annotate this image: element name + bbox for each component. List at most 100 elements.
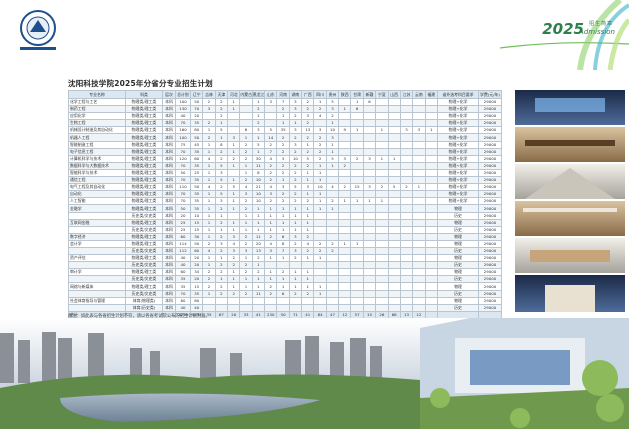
table-cell: 6 [276,232,290,241]
table-cell: 1 [362,197,377,206]
table-cell: 3 [301,183,315,192]
table-cell: 70 [189,105,204,114]
table-cell: 物理类/理工类 [125,133,163,142]
table-cell: 1 [251,147,266,156]
table-cell: 5 [325,154,340,163]
table-cell [375,289,389,298]
table-cell: 1 [325,119,340,128]
table-cell [412,97,426,107]
table-cell [350,112,364,121]
table-cell: 2 [276,268,290,277]
table-cell: 1 [227,140,241,149]
table-cell: 3 [288,246,303,256]
table-cell [375,261,389,270]
table-cell: 10 [251,197,266,206]
table-cell: 67 [214,310,229,319]
table-cell [399,197,414,206]
major-name: 互联网金融 [68,218,126,227]
table-cell: 2 [202,119,216,128]
table-cell: 1 [375,126,389,135]
table-cell: 1 [202,261,216,270]
table-cell: 3 [227,232,241,241]
table-cell: 物理类/理工类 [125,239,163,248]
table-cell [424,190,439,199]
table-cell [313,268,327,277]
major-name [68,289,126,298]
table-cell: 100 [175,133,191,142]
table-cell: 1 [251,218,266,227]
table-cell: 1 [338,105,352,114]
header-year: 2025 [542,20,584,38]
table-cell: 本科 [162,289,176,298]
table-cell [375,161,389,170]
table-cell [251,296,266,305]
table-cell: 物理类/理工类 [125,218,163,227]
table-cell: 3 [288,232,303,241]
table-cell [412,176,426,185]
table-cell: 1 [350,197,364,206]
table-cell: 30 [251,154,266,163]
table-cell: 70 [175,119,191,128]
table-cell: 70 [175,197,191,206]
table-cell [399,211,414,220]
table-cell [424,119,439,128]
table-cell [387,161,401,170]
table-cell: 1 [227,225,241,234]
table-cell [424,246,439,256]
table-cell: 3 [288,97,303,107]
table-cell [350,289,364,298]
table-cell [325,296,340,305]
table-cell: 1 [313,176,327,185]
table-cell [325,268,340,277]
table-cell: 2 [288,176,303,185]
table-cell: 1 [227,197,241,206]
table-cell: 2 [251,254,266,263]
table-cell: 2 [288,112,303,121]
table-cell: 5 [288,183,303,192]
table-cell: 3 [251,126,266,135]
table-cell: 35 [189,190,204,199]
table-row: 通信工程 物理类/理工类 本科 70 35 1 5 1 2 10 2 1 2 1 1 物理+化学 29000 [68,176,502,185]
table-cell: 2 [313,239,327,248]
table-cell [387,126,401,135]
table-cell: 1 [214,211,229,220]
table-cell: 70 [175,190,191,199]
table-cell [239,105,253,114]
table-cell: 35 [189,204,204,213]
table-cell [338,246,352,256]
table-cell: 2 [276,133,290,142]
table-cell [375,275,389,284]
table-cell: 2 [239,154,253,163]
table-cell: 1 [313,161,327,170]
table-cell: 3 [276,154,290,163]
table-cell: 11 [251,232,266,241]
table-cell: 本科 [162,147,176,156]
table-cell: 1 [251,275,266,284]
table-cell: 历史类/文史类 [125,289,163,298]
table-cell: 114 [175,239,191,248]
table-cell [239,119,253,128]
tuition: 29000 [478,225,502,234]
table-cell: 物理类/理工类 [125,112,163,121]
table-cell: 本科 [162,190,176,199]
subject-requirement: 历史 [437,246,479,256]
table-cell: 2 [375,183,389,192]
table-cell [412,282,426,291]
table-cell [375,254,389,263]
table-cell: 物理类/理工类 [125,154,163,163]
table-cell [350,296,364,305]
table-cell: 160 [175,126,191,135]
table-cell [239,303,253,312]
tuition: 29000 [478,168,502,178]
tuition: 29000 [478,119,502,128]
table-cell [375,176,389,185]
table-cell: 1 [227,190,241,199]
table-cell [362,147,377,156]
table-cell [338,147,352,156]
table-cell [375,268,389,277]
table-cell [350,161,364,170]
major-name: 制药工程 [68,105,126,114]
table-cell: 7 [276,97,290,107]
tuition: 29000 [478,112,502,121]
table-row: 机器人工程 物理类/理工类 本科 100 50 2 1 3 1 1 14 2 2 2 2 3 物理+化学 2900… [68,133,502,142]
